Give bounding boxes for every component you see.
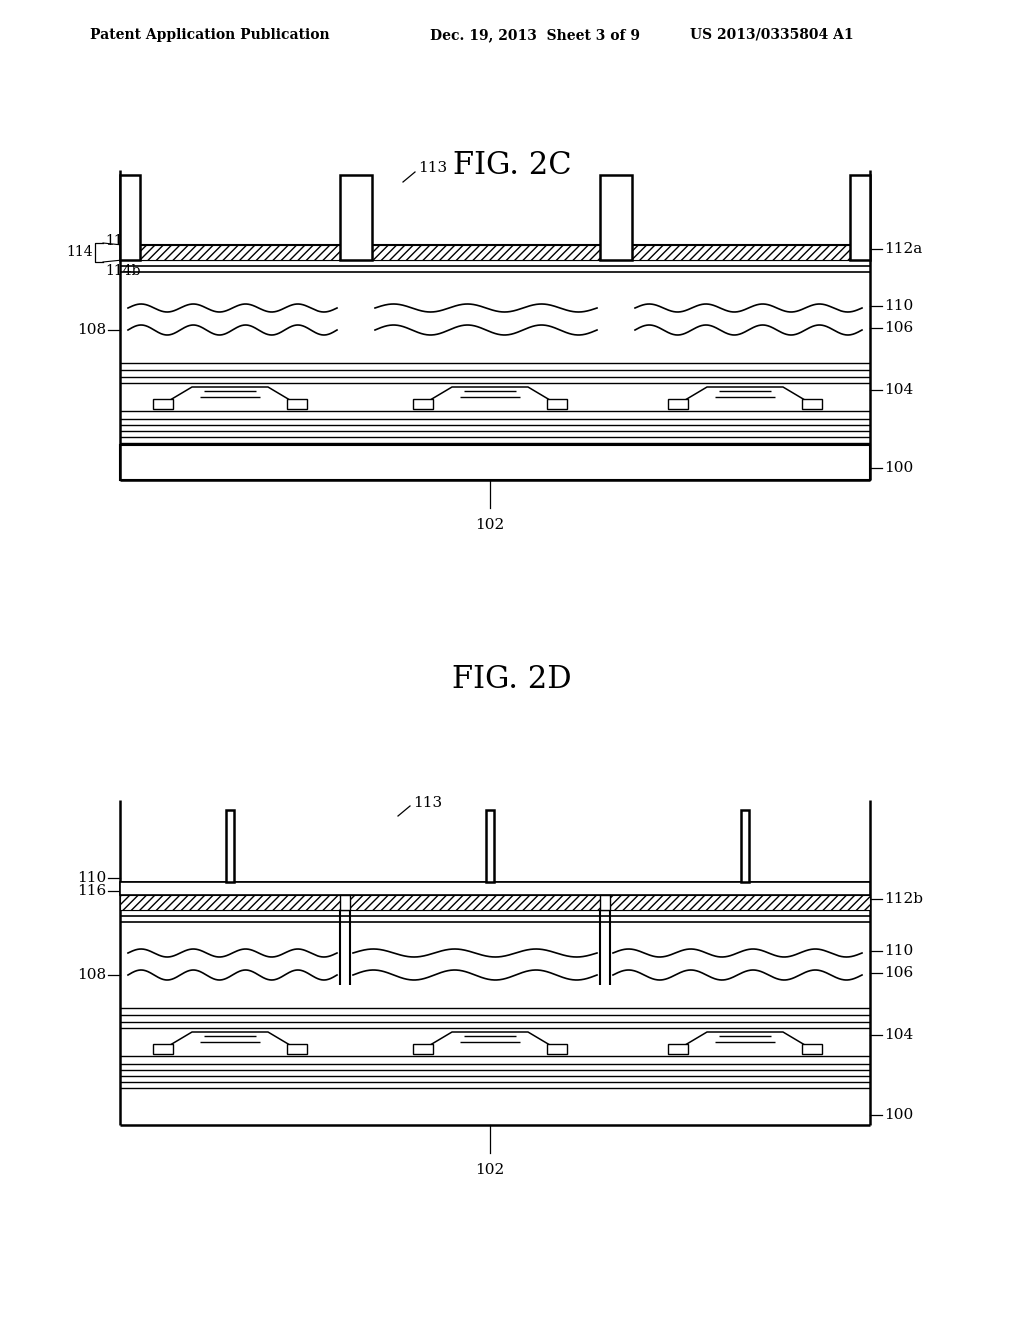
Bar (413, 1044, 433, 1053)
Bar (547, 399, 567, 409)
Bar (850, 176, 870, 260)
Text: Patent Application Publication: Patent Application Publication (90, 28, 330, 42)
Text: 112a: 112a (884, 242, 923, 256)
Bar (287, 1044, 307, 1053)
Bar (668, 1044, 688, 1053)
Text: 102: 102 (475, 517, 505, 532)
Bar (802, 1044, 822, 1053)
Text: 114: 114 (67, 246, 93, 260)
Text: 113: 113 (413, 796, 442, 810)
Text: 100: 100 (884, 1107, 913, 1122)
Bar (486, 810, 494, 882)
Bar (600, 176, 632, 260)
Text: 110: 110 (884, 300, 913, 313)
Text: 108: 108 (77, 968, 106, 982)
Bar (120, 445, 870, 480)
Text: 108: 108 (77, 323, 106, 337)
Bar (340, 895, 350, 909)
Bar (287, 399, 307, 409)
Bar (153, 1044, 173, 1053)
Bar (153, 399, 173, 409)
Bar (802, 399, 822, 409)
Text: 114a: 114a (105, 234, 140, 248)
Text: FIG. 2C: FIG. 2C (453, 149, 571, 181)
Text: 112b: 112b (884, 892, 923, 906)
Bar (372, 246, 600, 260)
Text: 110: 110 (884, 944, 913, 958)
Text: Dec. 19, 2013  Sheet 3 of 9: Dec. 19, 2013 Sheet 3 of 9 (430, 28, 640, 42)
Bar (632, 246, 850, 260)
Text: 116: 116 (77, 884, 106, 898)
Bar (668, 399, 688, 409)
Text: FIG. 2D: FIG. 2D (453, 664, 571, 696)
Text: 104: 104 (884, 1028, 913, 1041)
Bar (741, 810, 749, 882)
Bar (120, 176, 140, 260)
Text: 113: 113 (418, 161, 447, 176)
Text: 110: 110 (77, 871, 106, 884)
Text: 106: 106 (884, 966, 913, 979)
Text: 114b: 114b (105, 264, 140, 279)
Bar (547, 1044, 567, 1053)
Bar (600, 895, 610, 909)
Bar (226, 810, 234, 882)
Bar (140, 246, 340, 260)
Text: 104: 104 (884, 383, 913, 397)
Text: US 2013/0335804 A1: US 2013/0335804 A1 (690, 28, 854, 42)
Bar (120, 895, 870, 909)
Bar (413, 399, 433, 409)
Bar (120, 882, 870, 895)
Text: 102: 102 (475, 1163, 505, 1177)
Bar (340, 176, 372, 260)
Text: 106: 106 (884, 321, 913, 335)
Text: 100: 100 (884, 461, 913, 475)
